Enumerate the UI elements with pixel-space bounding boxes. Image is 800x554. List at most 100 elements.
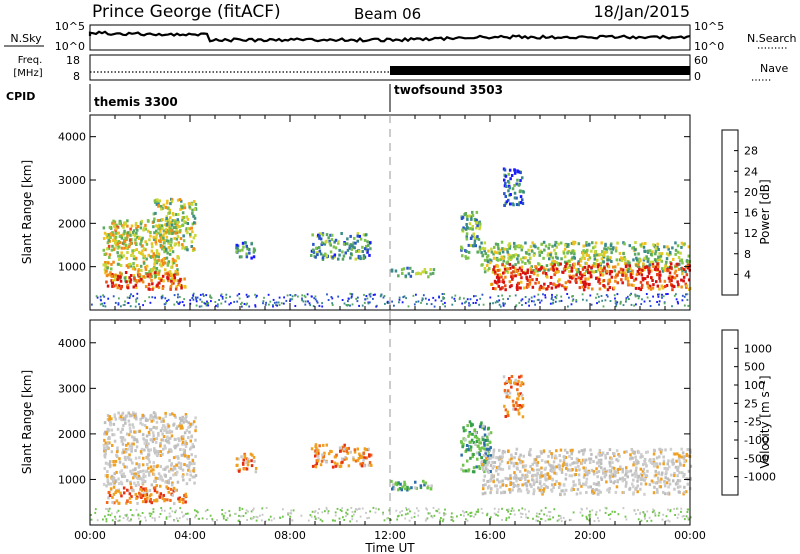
echo-cell <box>413 512 416 515</box>
echo-cell <box>148 499 152 503</box>
echo-cell <box>479 423 483 427</box>
echo-cell <box>435 509 438 512</box>
echo-cell <box>401 510 404 512</box>
echo-cell <box>343 443 346 447</box>
echo-cell <box>338 517 341 520</box>
echo-cell <box>159 450 162 454</box>
echo-cell <box>182 448 185 452</box>
echo-cell <box>550 452 553 455</box>
echo-cell <box>341 299 344 301</box>
echo-cell <box>161 438 164 442</box>
echo-cell <box>190 240 194 244</box>
echo-cell <box>516 408 520 412</box>
echo-cell <box>540 466 543 470</box>
echo-cell <box>177 497 180 501</box>
echo-cell <box>653 485 656 489</box>
echo-cell <box>349 234 352 238</box>
echo-cell <box>312 305 315 308</box>
echo-cell <box>181 223 184 227</box>
echo-cell <box>481 512 484 515</box>
echo-cell <box>154 240 157 244</box>
echo-cell <box>110 417 113 421</box>
echo-cell <box>129 519 132 522</box>
echo-cell <box>480 456 483 460</box>
echo-cell <box>454 300 456 302</box>
echo-cell <box>171 468 174 472</box>
echo-cell <box>406 485 409 489</box>
echo-cell <box>591 488 594 491</box>
echo-cell <box>686 511 689 513</box>
echo-cell <box>164 446 167 450</box>
echo-cell <box>105 518 108 521</box>
echo-cell <box>474 295 477 297</box>
echo-cell <box>551 265 554 269</box>
echo-cell <box>159 513 162 515</box>
echo-cell <box>580 277 583 280</box>
echo-cell <box>108 417 111 421</box>
x-tick-label: 20:00 <box>574 529 606 542</box>
echo-cell <box>421 297 424 300</box>
echo-cell <box>140 277 143 281</box>
echo-cell <box>353 236 356 240</box>
echo-cell <box>241 241 245 245</box>
echo-cell <box>504 302 506 305</box>
echo-cell <box>170 223 174 227</box>
echo-cell <box>317 451 320 455</box>
echo-cell <box>102 226 106 230</box>
echo-cell <box>318 444 321 448</box>
echo-cell <box>209 294 212 297</box>
echo-cell <box>671 462 675 466</box>
echo-cell <box>360 455 363 459</box>
echo-cell <box>539 267 543 271</box>
echo-cell <box>228 303 231 306</box>
echo-cell <box>570 488 573 492</box>
echo-cell <box>132 233 135 237</box>
echo-cell <box>129 278 133 282</box>
x-tick-label: 00:00 <box>74 529 106 542</box>
echo-cell <box>669 447 673 451</box>
echo-cell <box>236 463 239 467</box>
echo-cell <box>569 468 572 472</box>
echo-cell <box>116 225 119 229</box>
echo-cell <box>478 303 480 306</box>
echo-cell <box>186 231 189 235</box>
echo-cell <box>191 249 195 252</box>
echo-cell <box>509 258 513 261</box>
echo-cell <box>144 268 148 271</box>
echo-cell <box>178 496 181 500</box>
echo-cell <box>128 496 132 500</box>
echo-cell <box>187 454 190 458</box>
echo-cell <box>405 508 408 511</box>
echo-cell <box>166 199 169 203</box>
echo-cell <box>596 293 599 296</box>
echo-cell <box>467 250 471 254</box>
echo-cell <box>273 301 276 304</box>
echo-cell <box>321 302 323 305</box>
echo-cell <box>312 251 316 255</box>
echo-cell <box>369 295 372 298</box>
echo-cell <box>242 245 245 249</box>
echo-cell <box>130 486 133 490</box>
echo-cell <box>117 254 120 258</box>
echo-cell <box>433 514 436 517</box>
echo-cell <box>121 224 124 228</box>
echo-cell <box>508 186 512 190</box>
echo-cell <box>616 293 619 296</box>
echo-cell <box>145 519 147 522</box>
echo-cell <box>504 275 507 279</box>
echo-cell <box>526 278 530 282</box>
echo-cell <box>562 458 566 462</box>
echo-cell <box>126 251 129 254</box>
echo-cell <box>302 300 305 303</box>
echo-cell <box>181 246 184 250</box>
echo-cell <box>550 455 554 459</box>
echo-cell <box>304 303 307 306</box>
echo-cell <box>124 300 126 303</box>
echo-cell <box>152 418 155 422</box>
echo-cell <box>465 237 469 241</box>
echo-cell <box>590 266 593 270</box>
echo-cell <box>105 274 109 278</box>
echo-cell <box>668 520 671 523</box>
echo-cell <box>577 276 580 280</box>
echo-cell <box>524 468 527 472</box>
